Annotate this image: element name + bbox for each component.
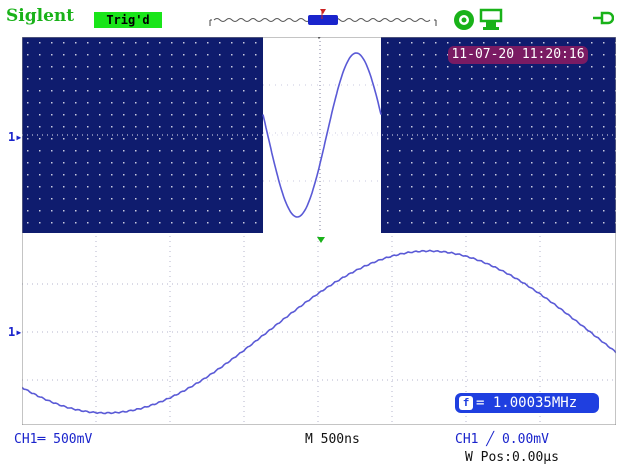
frequency-icon: f bbox=[459, 396, 473, 410]
memory-position-strip bbox=[209, 9, 437, 26]
scope-display bbox=[22, 37, 616, 425]
timebase: M 500ns bbox=[305, 432, 360, 447]
window-position: W Pos:0.00μs bbox=[465, 450, 559, 465]
trigger-status-badge: Trig'd bbox=[94, 12, 162, 28]
trigger-level: CH1 ╱ 0.00mV bbox=[455, 432, 549, 447]
brand-logo: Siglent bbox=[6, 6, 75, 26]
frequency-value: = 1.00035MHz bbox=[476, 395, 578, 411]
lower-waveform-trace bbox=[22, 249, 616, 415]
usb-settings-icon bbox=[454, 10, 474, 30]
frequency-readout: f = 1.00035MHz bbox=[455, 393, 599, 413]
printer-icon bbox=[479, 8, 503, 30]
ch1-volts-div: CH1═ 500mV bbox=[14, 432, 93, 447]
ch1-marker-lower[interactable]: 1▸ bbox=[8, 325, 23, 339]
window-indicator-icon bbox=[308, 15, 338, 25]
ch1-marker-upper[interactable]: 1▸ bbox=[8, 130, 23, 144]
upper-waveform-trace bbox=[262, 52, 382, 218]
power-plug-icon bbox=[593, 11, 614, 25]
timestamp: 11-07-20 11:20:16 bbox=[448, 46, 588, 64]
